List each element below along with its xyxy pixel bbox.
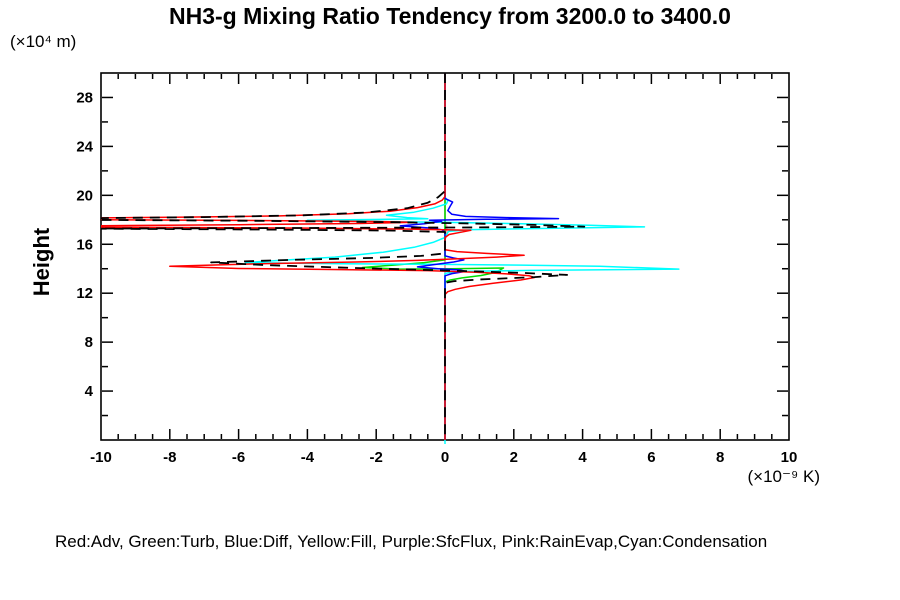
series-condensation-cyan: [244, 73, 680, 440]
x-tick-label: -8: [163, 449, 176, 466]
x-tick-label: 0: [441, 449, 449, 466]
x-tick-label: -10: [90, 449, 112, 466]
y-tick-label: 8: [85, 334, 93, 351]
x-tick-label: -6: [232, 449, 245, 466]
x-tick-label: 4: [578, 449, 587, 466]
legend-caption: Red:Adv, Green:Turb, Blue:Diff, Yellow:F…: [55, 532, 768, 551]
x-tick-label: 2: [510, 449, 518, 466]
chart-title: NH3-g Mixing Ratio Tendency from 3200.0 …: [169, 3, 731, 29]
y-axis-unit-label: (×10⁴ m): [10, 32, 77, 51]
x-tick-label: 6: [647, 449, 655, 466]
x-tick-label: 8: [716, 449, 724, 466]
y-tick-label: 12: [76, 285, 93, 302]
x-axis-unit-label: (×10⁻⁹ K): [747, 467, 820, 486]
series-black-dashed-curve: [101, 73, 586, 440]
y-tick-label: 28: [76, 89, 93, 106]
series-turb-green: [361, 73, 505, 440]
x-tick-label: 10: [781, 449, 798, 466]
series-adv-red: [101, 73, 536, 440]
x-tick-label: -4: [301, 449, 315, 466]
y-tick-label: 20: [76, 187, 93, 204]
series-diff-blue: [399, 73, 560, 440]
y-tick-label: 4: [85, 383, 94, 400]
y-tick-label: 16: [76, 236, 93, 253]
x-tick-label: -2: [370, 449, 383, 466]
y-tick-label: 24: [76, 138, 93, 155]
